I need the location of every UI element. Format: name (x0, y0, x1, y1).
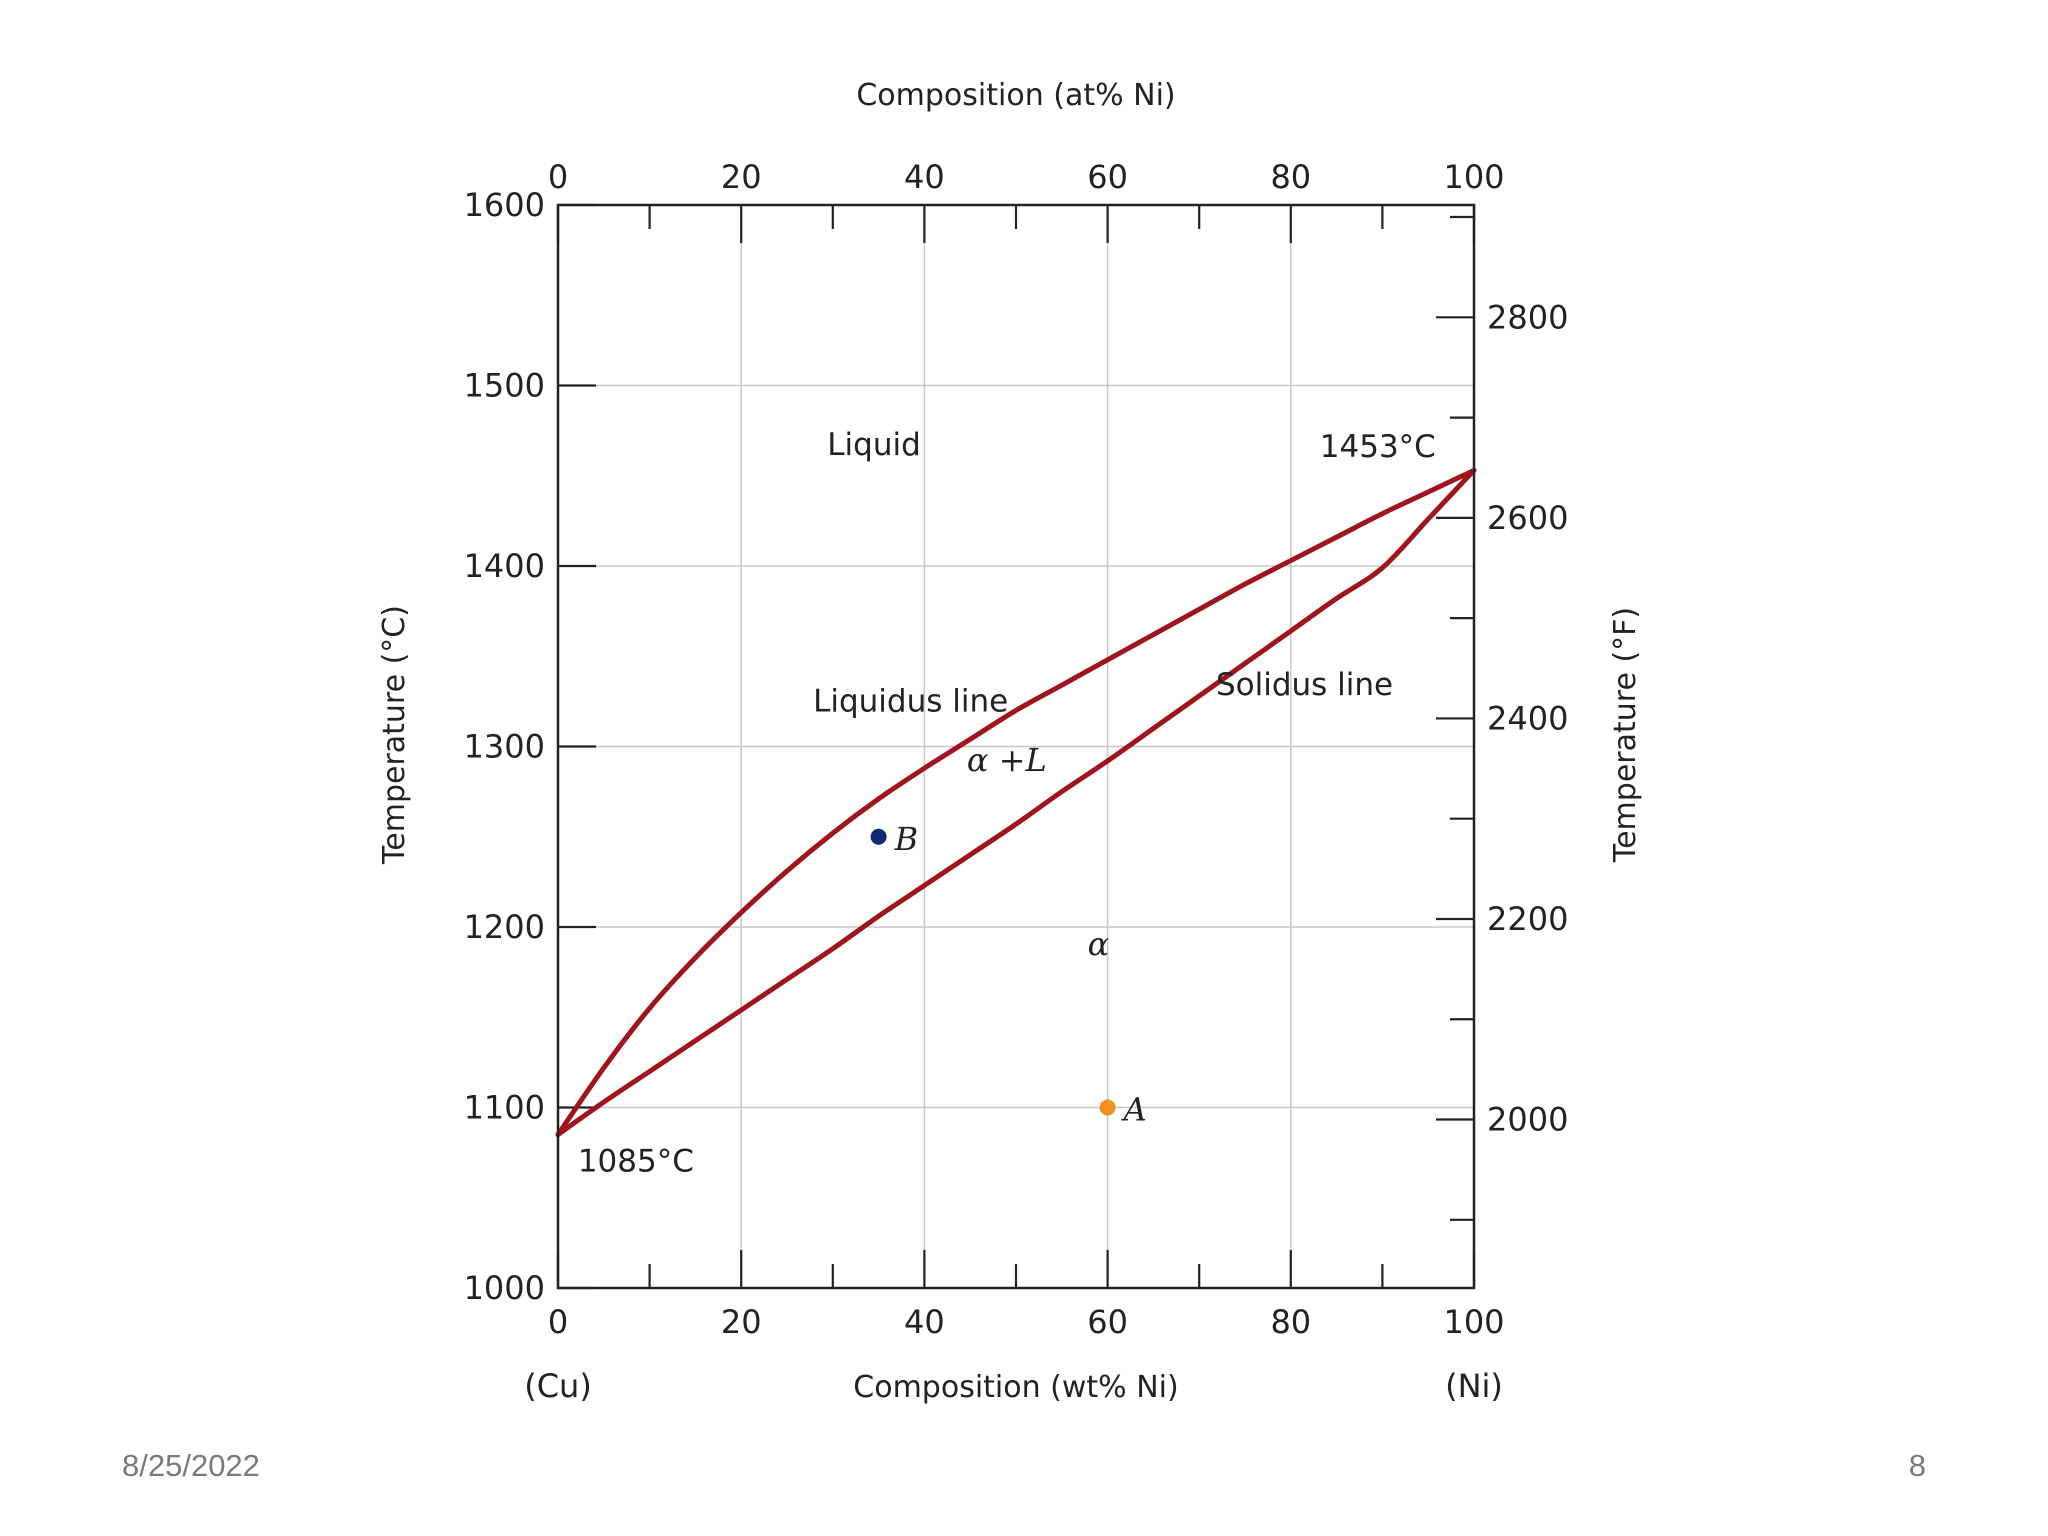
y-tick-label: 1000 (464, 1269, 545, 1307)
slide-date: 8/25/2022 (122, 1448, 260, 1483)
y2-tick-label: 2600 (1487, 499, 1568, 537)
annotation-liquidus-line: Liquidus line (813, 683, 1008, 719)
y-tick-label: 1600 (464, 186, 545, 224)
x2-tick-label: 0 (548, 158, 568, 196)
y-tick-label: 1300 (464, 728, 545, 766)
y2-tick-label: 2000 (1487, 1101, 1568, 1139)
x2-tick-label: 20 (721, 158, 762, 196)
right-axis-title: Temperature (°F) (1608, 607, 1643, 863)
x-end-label-ni: (Ni) (1445, 1367, 1503, 1405)
top-axis-title: Composition (at% Ni) (856, 78, 1175, 113)
annotation-solidus-line: Solidus line (1216, 667, 1393, 703)
plot-frame (556, 203, 1476, 1290)
annotation-1085-c: 1085°C (578, 1144, 694, 1180)
x-end-label-cu: (Cu) (524, 1367, 592, 1405)
x-tick-label: 80 (1270, 1303, 1311, 1341)
annotation-1453-c: 1453°C (1320, 429, 1436, 465)
bottom-axis-title: Composition (wt% Ni) (853, 1370, 1178, 1405)
tick-labels: 0 20 40 60 80 1000 20 40 60 80 1001000110012001300… (464, 158, 1569, 1341)
annotation-: α (1088, 925, 1110, 963)
y2-tick-label: 2400 (1487, 699, 1568, 737)
x-tick-label: 100 (1443, 1303, 1504, 1341)
y-tick-label: 1400 (464, 547, 545, 585)
y-tick-label: 1500 (464, 367, 545, 405)
x2-tick-label: 80 (1270, 158, 1311, 196)
y-tick-label: 1100 (464, 1089, 545, 1127)
x-tick-label: 20 (721, 1303, 762, 1341)
y2-tick-label: 2200 (1487, 900, 1568, 938)
y2-tick-label: 2800 (1487, 298, 1568, 336)
x-tick-label: 0 (548, 1303, 568, 1341)
data-points: AB (870, 820, 1147, 1129)
point-label-a: A (1121, 1091, 1147, 1129)
liquidus-line-curve (555, 467, 1477, 1138)
annotation-liquid: Liquid (827, 427, 921, 463)
x-tick-label: 60 (1087, 1303, 1128, 1341)
point-b (870, 828, 887, 845)
point-label-b: B (894, 820, 919, 858)
x2-tick-label: 40 (904, 158, 945, 196)
left-axis-title: Temperature (°C) (377, 605, 412, 865)
series-lines (555, 467, 1477, 1138)
annotation-l: α +L (967, 741, 1047, 779)
point-a (1099, 1099, 1116, 1116)
x-tick-label: 40 (904, 1303, 945, 1341)
x2-tick-label: 100 (1443, 158, 1504, 196)
slide-page-number: 8 (1908, 1448, 1926, 1483)
annotations: Liquid 1453°C Liquidus line Solidus line α +… (578, 427, 1436, 1180)
y-tick-label: 1200 (464, 908, 545, 946)
solidus-line-curve (555, 467, 1477, 1138)
x2-tick-label: 60 (1087, 158, 1128, 196)
